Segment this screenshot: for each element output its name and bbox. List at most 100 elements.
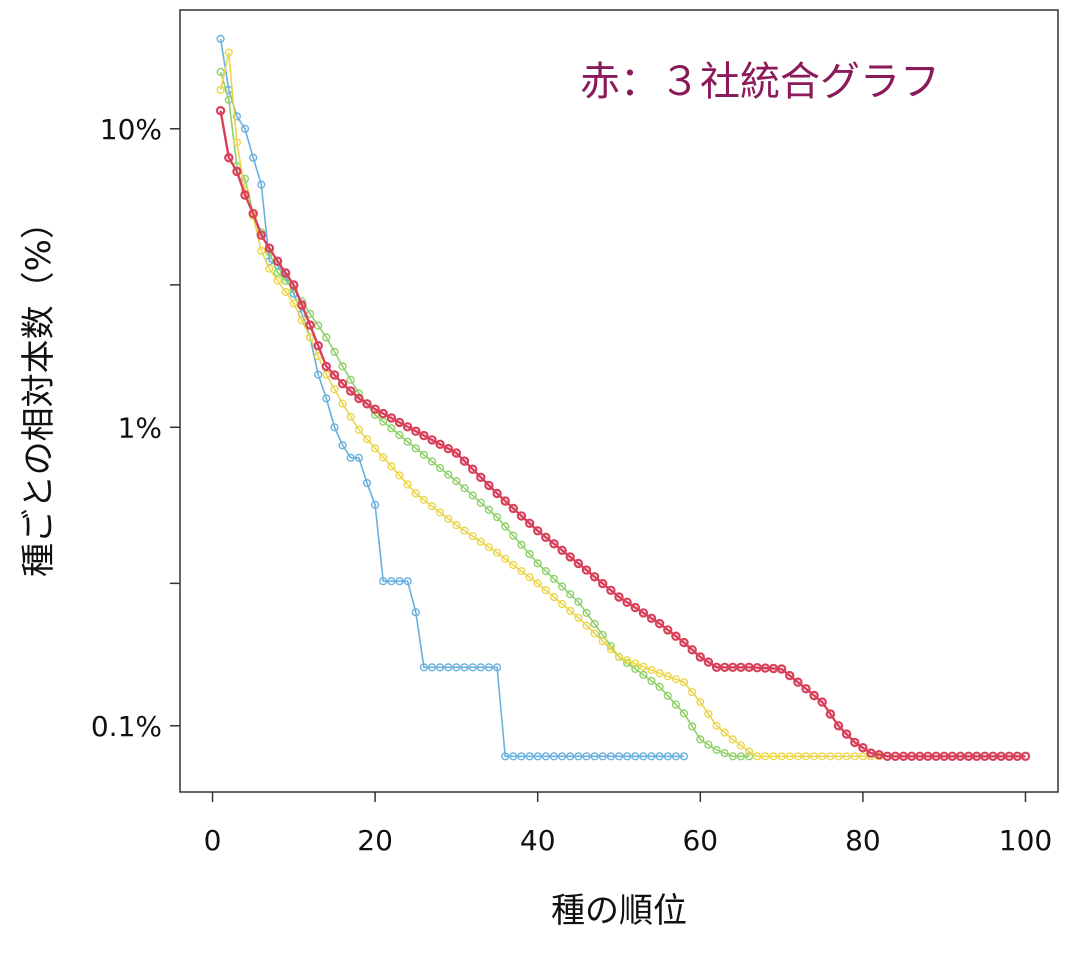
data-point	[403, 437, 412, 446]
data-point	[598, 637, 607, 646]
data-point	[712, 745, 721, 755]
data-point	[565, 552, 575, 562]
data-point	[444, 470, 453, 479]
data-point	[289, 299, 298, 308]
data-point	[297, 300, 307, 310]
data-point	[639, 670, 648, 680]
data-point	[850, 752, 859, 761]
data-point	[573, 558, 584, 569]
data-point	[833, 721, 844, 731]
data-point	[541, 532, 551, 543]
data-point	[679, 709, 689, 718]
data-point	[533, 526, 543, 536]
data-point	[419, 495, 429, 504]
data-point	[695, 652, 706, 662]
data-point	[744, 752, 754, 761]
data-point	[696, 697, 705, 707]
data-point	[541, 752, 550, 761]
data-point	[387, 577, 396, 586]
data-point	[874, 750, 884, 760]
data-point	[858, 752, 868, 761]
data-point	[484, 663, 494, 672]
data-point	[614, 752, 624, 761]
data-point	[362, 399, 372, 409]
data-point	[606, 752, 616, 761]
data-point	[541, 566, 550, 576]
data-point	[248, 208, 258, 219]
series-1	[216, 34, 689, 761]
data-point	[753, 752, 762, 761]
data-point	[736, 752, 746, 761]
data-point	[452, 477, 461, 486]
data-point	[728, 752, 737, 761]
data-point	[395, 577, 404, 586]
data-point	[696, 735, 705, 744]
data-point	[476, 498, 485, 507]
data-point	[582, 621, 591, 630]
data-point	[525, 573, 534, 582]
data-point	[720, 728, 729, 737]
data-point	[493, 512, 502, 522]
data-point	[240, 124, 250, 133]
data-point	[850, 737, 860, 748]
data-point	[622, 656, 632, 665]
data-point	[444, 663, 453, 672]
data-point	[395, 471, 404, 480]
data-point	[452, 521, 461, 530]
series-4	[215, 105, 1031, 762]
data-point	[501, 522, 510, 531]
series-line	[219, 52, 880, 758]
data-point	[761, 752, 770, 761]
data-point	[419, 430, 429, 441]
data-point	[273, 276, 282, 285]
data-point	[639, 752, 648, 761]
data-point	[354, 389, 364, 398]
data-point	[306, 333, 315, 342]
data-point	[371, 410, 380, 420]
data-point	[379, 453, 388, 462]
data-point	[338, 362, 347, 371]
data-point	[631, 752, 640, 761]
data-point	[354, 453, 364, 462]
data-point	[663, 691, 672, 700]
data-point	[468, 532, 477, 541]
data-point	[387, 462, 396, 471]
data-point	[688, 688, 697, 697]
data-point	[459, 456, 470, 466]
data-point	[647, 752, 656, 761]
plot-frame	[179, 9, 1059, 793]
data-point	[501, 554, 510, 563]
data-point	[232, 112, 242, 121]
y-tick-label: 0.1%	[91, 710, 162, 743]
data-point	[581, 565, 592, 575]
data-point	[801, 752, 811, 761]
data-point	[492, 488, 502, 499]
data-point	[314, 321, 323, 330]
data-point	[639, 662, 648, 671]
data-point	[785, 752, 794, 761]
data-point	[419, 450, 429, 460]
data-point	[435, 439, 445, 449]
data-point	[402, 422, 413, 432]
data-point	[825, 709, 836, 719]
data-point	[411, 444, 420, 453]
data-point	[370, 404, 380, 414]
data-point	[638, 608, 649, 618]
data-point	[793, 677, 803, 687]
data-point	[256, 230, 266, 240]
data-point	[557, 545, 567, 556]
data-point	[322, 394, 331, 403]
data-point	[826, 752, 835, 761]
data-point	[614, 652, 624, 662]
data-point	[785, 670, 795, 681]
data-point	[590, 629, 599, 638]
data-point	[500, 496, 510, 506]
data-point	[834, 752, 843, 761]
data-point	[509, 560, 518, 570]
data-point	[371, 500, 380, 509]
data-point	[484, 543, 494, 552]
data-point	[493, 663, 502, 672]
data-point	[557, 582, 567, 591]
